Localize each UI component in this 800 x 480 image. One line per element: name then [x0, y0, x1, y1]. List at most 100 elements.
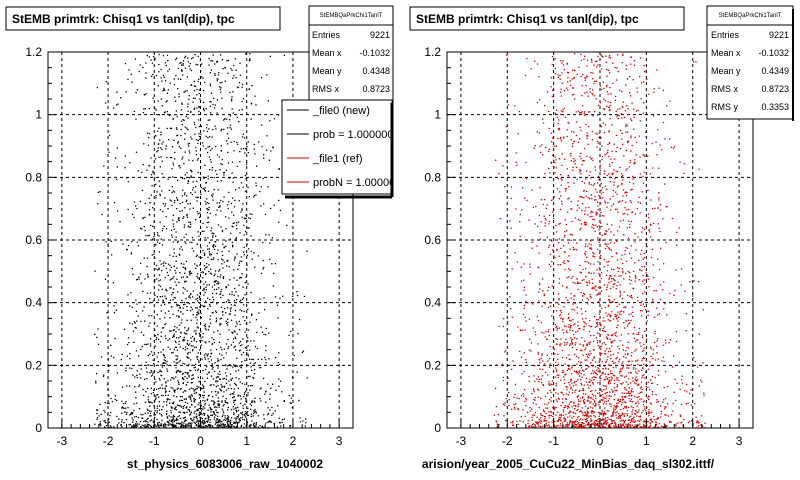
data-point — [591, 379, 593, 382]
data-point — [157, 334, 159, 336]
data-point — [228, 425, 230, 427]
data-point — [604, 418, 606, 420]
data-point — [198, 381, 200, 383]
data-point — [639, 416, 641, 418]
data-point — [169, 348, 171, 350]
data-point — [537, 388, 539, 390]
data-point — [150, 387, 152, 389]
data-point — [217, 412, 219, 414]
data-point — [289, 425, 292, 427]
data-point — [196, 264, 198, 267]
data-point — [267, 421, 269, 423]
data-point — [178, 219, 180, 222]
data-point — [184, 90, 186, 92]
data-point — [163, 401, 165, 403]
data-point — [248, 425, 250, 427]
data-point — [178, 305, 181, 307]
data-point — [216, 202, 218, 204]
data-point — [620, 310, 623, 312]
data-point — [603, 108, 605, 110]
data-point — [216, 78, 218, 80]
data-point — [229, 124, 231, 126]
data-point — [631, 418, 633, 420]
data-point — [235, 69, 237, 71]
data-point — [193, 392, 195, 394]
data-point — [241, 216, 243, 218]
data-point — [632, 183, 635, 185]
data-point — [655, 290, 657, 292]
data-point — [195, 255, 197, 258]
data-point — [597, 142, 599, 144]
data-point — [605, 274, 608, 276]
data-point — [243, 246, 245, 249]
data-point — [576, 349, 578, 351]
data-point — [281, 421, 283, 424]
data-point — [160, 331, 162, 333]
data-point — [126, 355, 128, 357]
data-point — [597, 237, 599, 239]
data-point — [229, 313, 231, 315]
data-point — [149, 412, 152, 415]
data-point — [616, 318, 618, 320]
data-point — [219, 82, 221, 84]
data-point — [610, 376, 613, 378]
left-axis-ticks: -3 -2 -1 0 1 2 300.20.40.60.811.2 — [25, 45, 342, 448]
data-point — [182, 372, 184, 374]
data-point — [669, 420, 671, 422]
data-point — [194, 363, 197, 365]
data-point — [607, 356, 609, 358]
data-point — [687, 402, 689, 404]
data-point — [609, 198, 611, 200]
data-point — [559, 426, 561, 429]
data-point — [197, 423, 200, 425]
data-point — [234, 304, 236, 307]
data-point — [306, 377, 308, 379]
data-point — [186, 213, 188, 216]
data-point — [552, 198, 554, 200]
data-point — [569, 329, 571, 331]
data-point — [161, 366, 163, 368]
data-point — [594, 366, 597, 368]
data-point — [197, 80, 199, 83]
data-point — [614, 423, 616, 425]
data-point — [155, 339, 157, 341]
data-point — [610, 341, 613, 343]
data-point — [594, 405, 596, 407]
data-point — [601, 413, 603, 415]
data-point — [172, 313, 174, 316]
data-point — [204, 422, 206, 424]
data-point — [608, 277, 611, 279]
data-point — [166, 111, 168, 113]
data-point — [249, 59, 251, 61]
data-point — [525, 320, 527, 322]
data-point — [556, 420, 559, 422]
data-point — [135, 151, 138, 153]
data-point — [182, 177, 184, 180]
data-point — [192, 187, 194, 189]
data-point — [620, 382, 622, 385]
data-point — [614, 424, 617, 427]
data-point — [585, 207, 587, 209]
data-point — [504, 186, 506, 188]
data-point — [619, 89, 621, 91]
data-point — [202, 145, 204, 147]
data-point — [249, 217, 252, 220]
data-point — [535, 334, 537, 336]
data-point — [154, 400, 156, 402]
data-point — [618, 415, 620, 418]
data-point — [627, 237, 630, 239]
data-point — [539, 238, 542, 240]
data-point — [592, 115, 594, 117]
data-point — [579, 327, 581, 330]
data-point — [96, 336, 98, 338]
data-point — [271, 406, 273, 409]
data-point — [611, 256, 613, 258]
data-point — [195, 307, 197, 309]
data-point — [236, 279, 238, 281]
data-point — [155, 109, 157, 111]
data-point — [590, 424, 592, 426]
data-point — [271, 237, 274, 239]
data-point — [586, 297, 588, 299]
data-point — [202, 289, 204, 292]
data-point — [241, 411, 244, 413]
